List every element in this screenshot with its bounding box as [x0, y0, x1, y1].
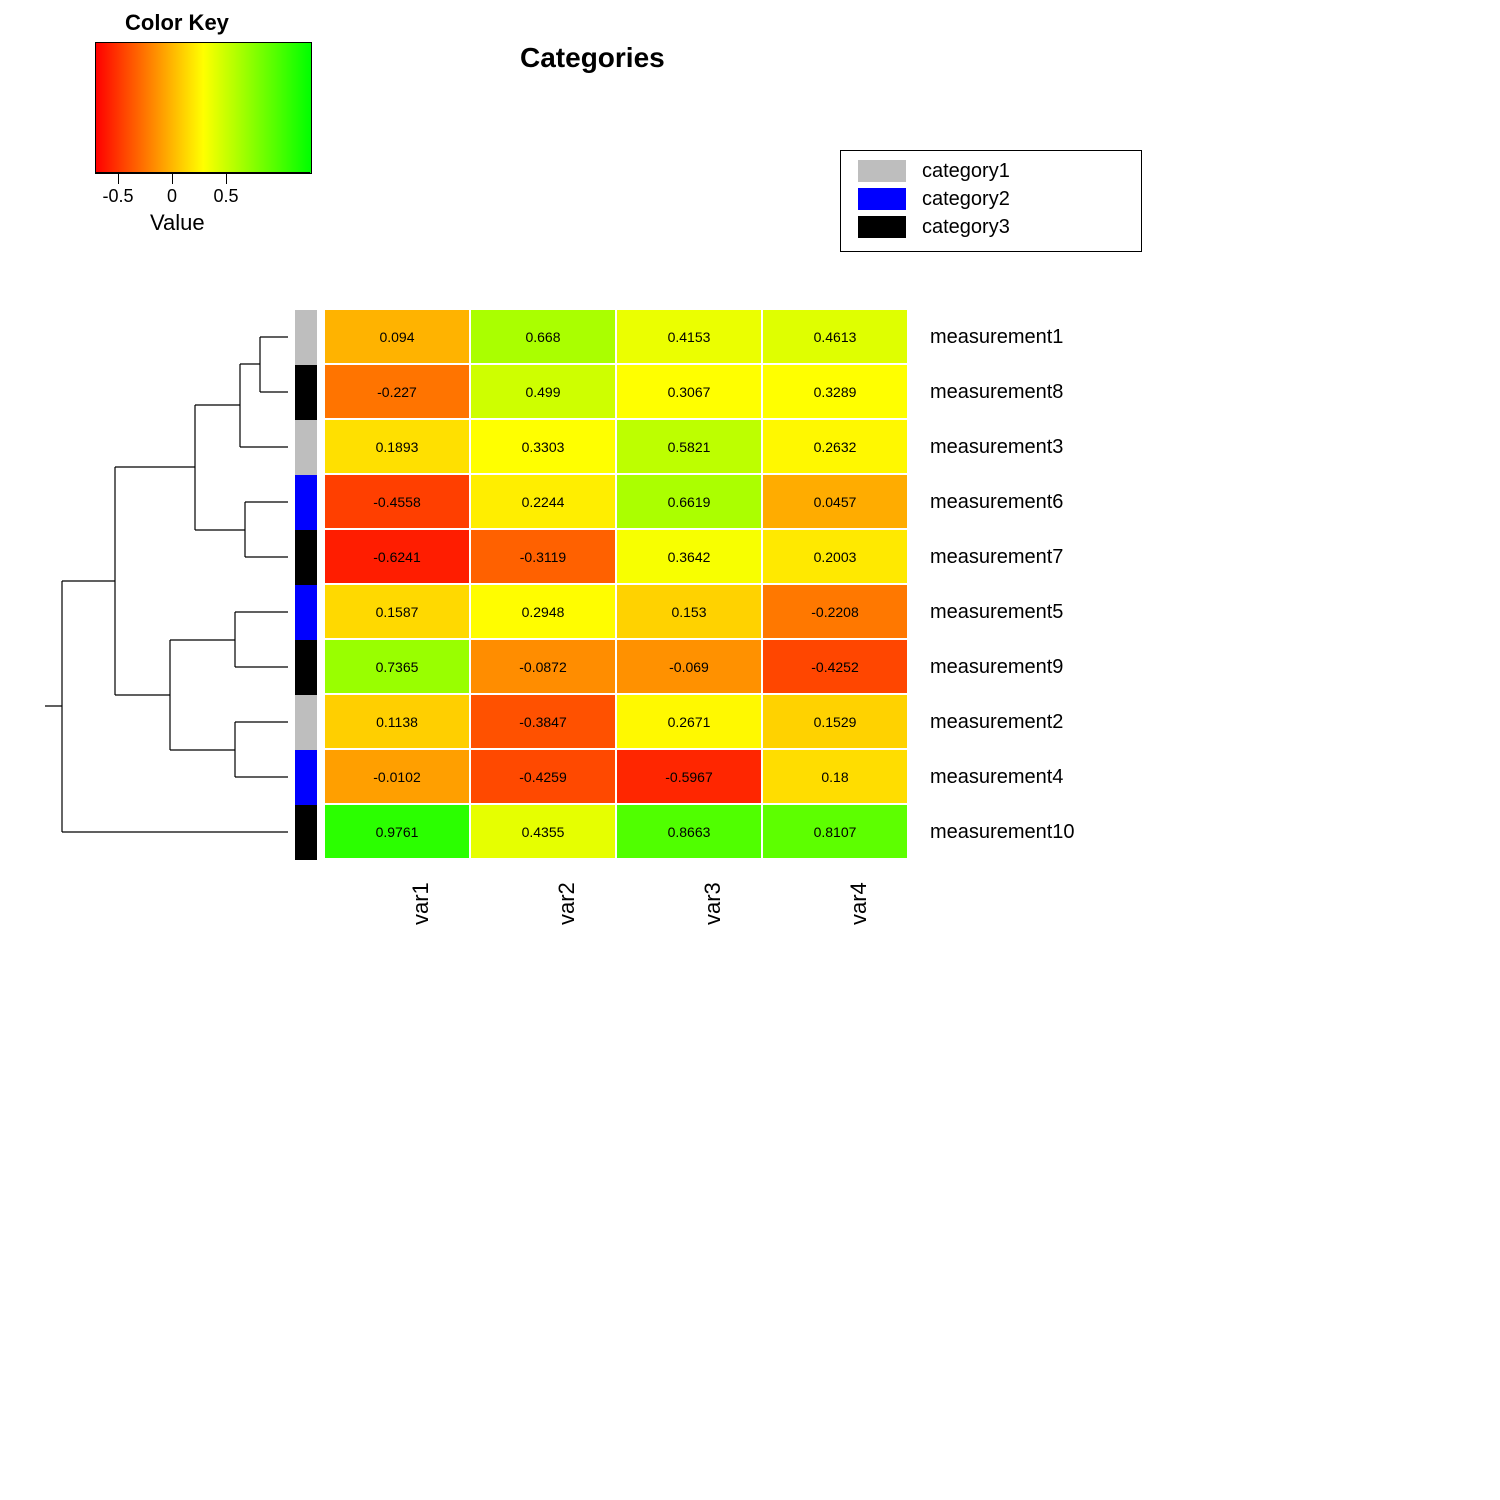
- row-side-color: [295, 365, 317, 420]
- heatmap-cell: [471, 805, 615, 858]
- colorkey-gradient: [95, 42, 312, 174]
- heatmap-cell: [325, 530, 469, 583]
- heatmap-cell: [325, 695, 469, 748]
- row-label: measurement6: [930, 491, 1063, 514]
- heatmap-cell: [325, 750, 469, 803]
- heatmap-cell: [763, 585, 907, 638]
- colorkey-tick: [226, 172, 227, 184]
- colorkey-tick: [172, 172, 173, 184]
- row-side-color: [295, 695, 317, 750]
- row-side-color: [295, 805, 317, 860]
- row-side-color: [295, 585, 317, 640]
- col-label: var1: [408, 882, 434, 925]
- heatmap-cell: [617, 585, 761, 638]
- heatmap-cell: [617, 365, 761, 418]
- row-side-color: [295, 475, 317, 530]
- row-side-color: [295, 750, 317, 805]
- row-label: measurement4: [930, 766, 1063, 789]
- heatmap-cell: [471, 420, 615, 473]
- colorkey-tick-label: -0.5: [93, 186, 143, 207]
- colorkey-tick-label: 0: [147, 186, 197, 207]
- heatmap-cell: [617, 695, 761, 748]
- heatmap-cell: [763, 695, 907, 748]
- row-side-color: [295, 420, 317, 475]
- colorkey-axis-line: [95, 172, 310, 173]
- row-label: measurement9: [930, 656, 1063, 679]
- heatmap-cell: [325, 640, 469, 693]
- colorkey-title: Color Key: [125, 10, 229, 36]
- heatmap-cell: [471, 585, 615, 638]
- heatmap-cell: [471, 365, 615, 418]
- heatmap-cell: [325, 365, 469, 418]
- heatmap-cell: [471, 530, 615, 583]
- colorkey-tick-label: 0.5: [201, 186, 251, 207]
- heatmap-cell: [617, 805, 761, 858]
- heatmap-cell: [471, 695, 615, 748]
- colorkey-axis-label: Value: [150, 210, 205, 236]
- row-label: measurement5: [930, 601, 1063, 624]
- row-side-color: [295, 530, 317, 585]
- heatmap-cell: [325, 805, 469, 858]
- heatmap-cell: [763, 640, 907, 693]
- row-label: measurement7: [930, 546, 1063, 569]
- row-label: measurement8: [930, 381, 1063, 404]
- heatmap-cell: [617, 750, 761, 803]
- heatmap-cell: [617, 310, 761, 363]
- legend-label: category3: [922, 216, 1010, 239]
- row-side-color: [295, 310, 317, 365]
- legend-label: category1: [922, 160, 1010, 183]
- legend-swatch: [858, 160, 906, 182]
- heatmap-cell: [471, 475, 615, 528]
- heatmap-cell: [471, 310, 615, 363]
- heatmap-cell: [763, 750, 907, 803]
- legend-label: category2: [922, 188, 1010, 211]
- heatmap-cell: [763, 420, 907, 473]
- heatmap-cell: [763, 530, 907, 583]
- heatmap-cell: [617, 530, 761, 583]
- heatmap-cell: [763, 365, 907, 418]
- legend-swatch: [858, 188, 906, 210]
- heatmap-cell: [763, 805, 907, 858]
- heatmap-cell: [617, 640, 761, 693]
- chart-title: Categories: [520, 42, 665, 74]
- heatmap-cell: [471, 640, 615, 693]
- row-label: measurement2: [930, 711, 1063, 734]
- col-label: var4: [846, 882, 872, 925]
- row-label: measurement10: [930, 821, 1075, 844]
- heatmap-cell: [617, 475, 761, 528]
- heatmap-cell: [325, 475, 469, 528]
- col-label: var3: [700, 882, 726, 925]
- col-label: var2: [554, 882, 580, 925]
- row-side-color: [295, 640, 317, 695]
- colorkey-tick: [118, 172, 119, 184]
- heatmap-cell: [617, 420, 761, 473]
- heatmap-cell: [471, 750, 615, 803]
- heatmap-cell: [325, 310, 469, 363]
- heatmap-cell: [325, 585, 469, 638]
- row-label: measurement3: [930, 436, 1063, 459]
- heatmap-cell: [325, 420, 469, 473]
- heatmap-cell: [763, 475, 907, 528]
- heatmap-cell: [763, 310, 907, 363]
- row-label: measurement1: [930, 326, 1063, 349]
- legend-swatch: [858, 216, 906, 238]
